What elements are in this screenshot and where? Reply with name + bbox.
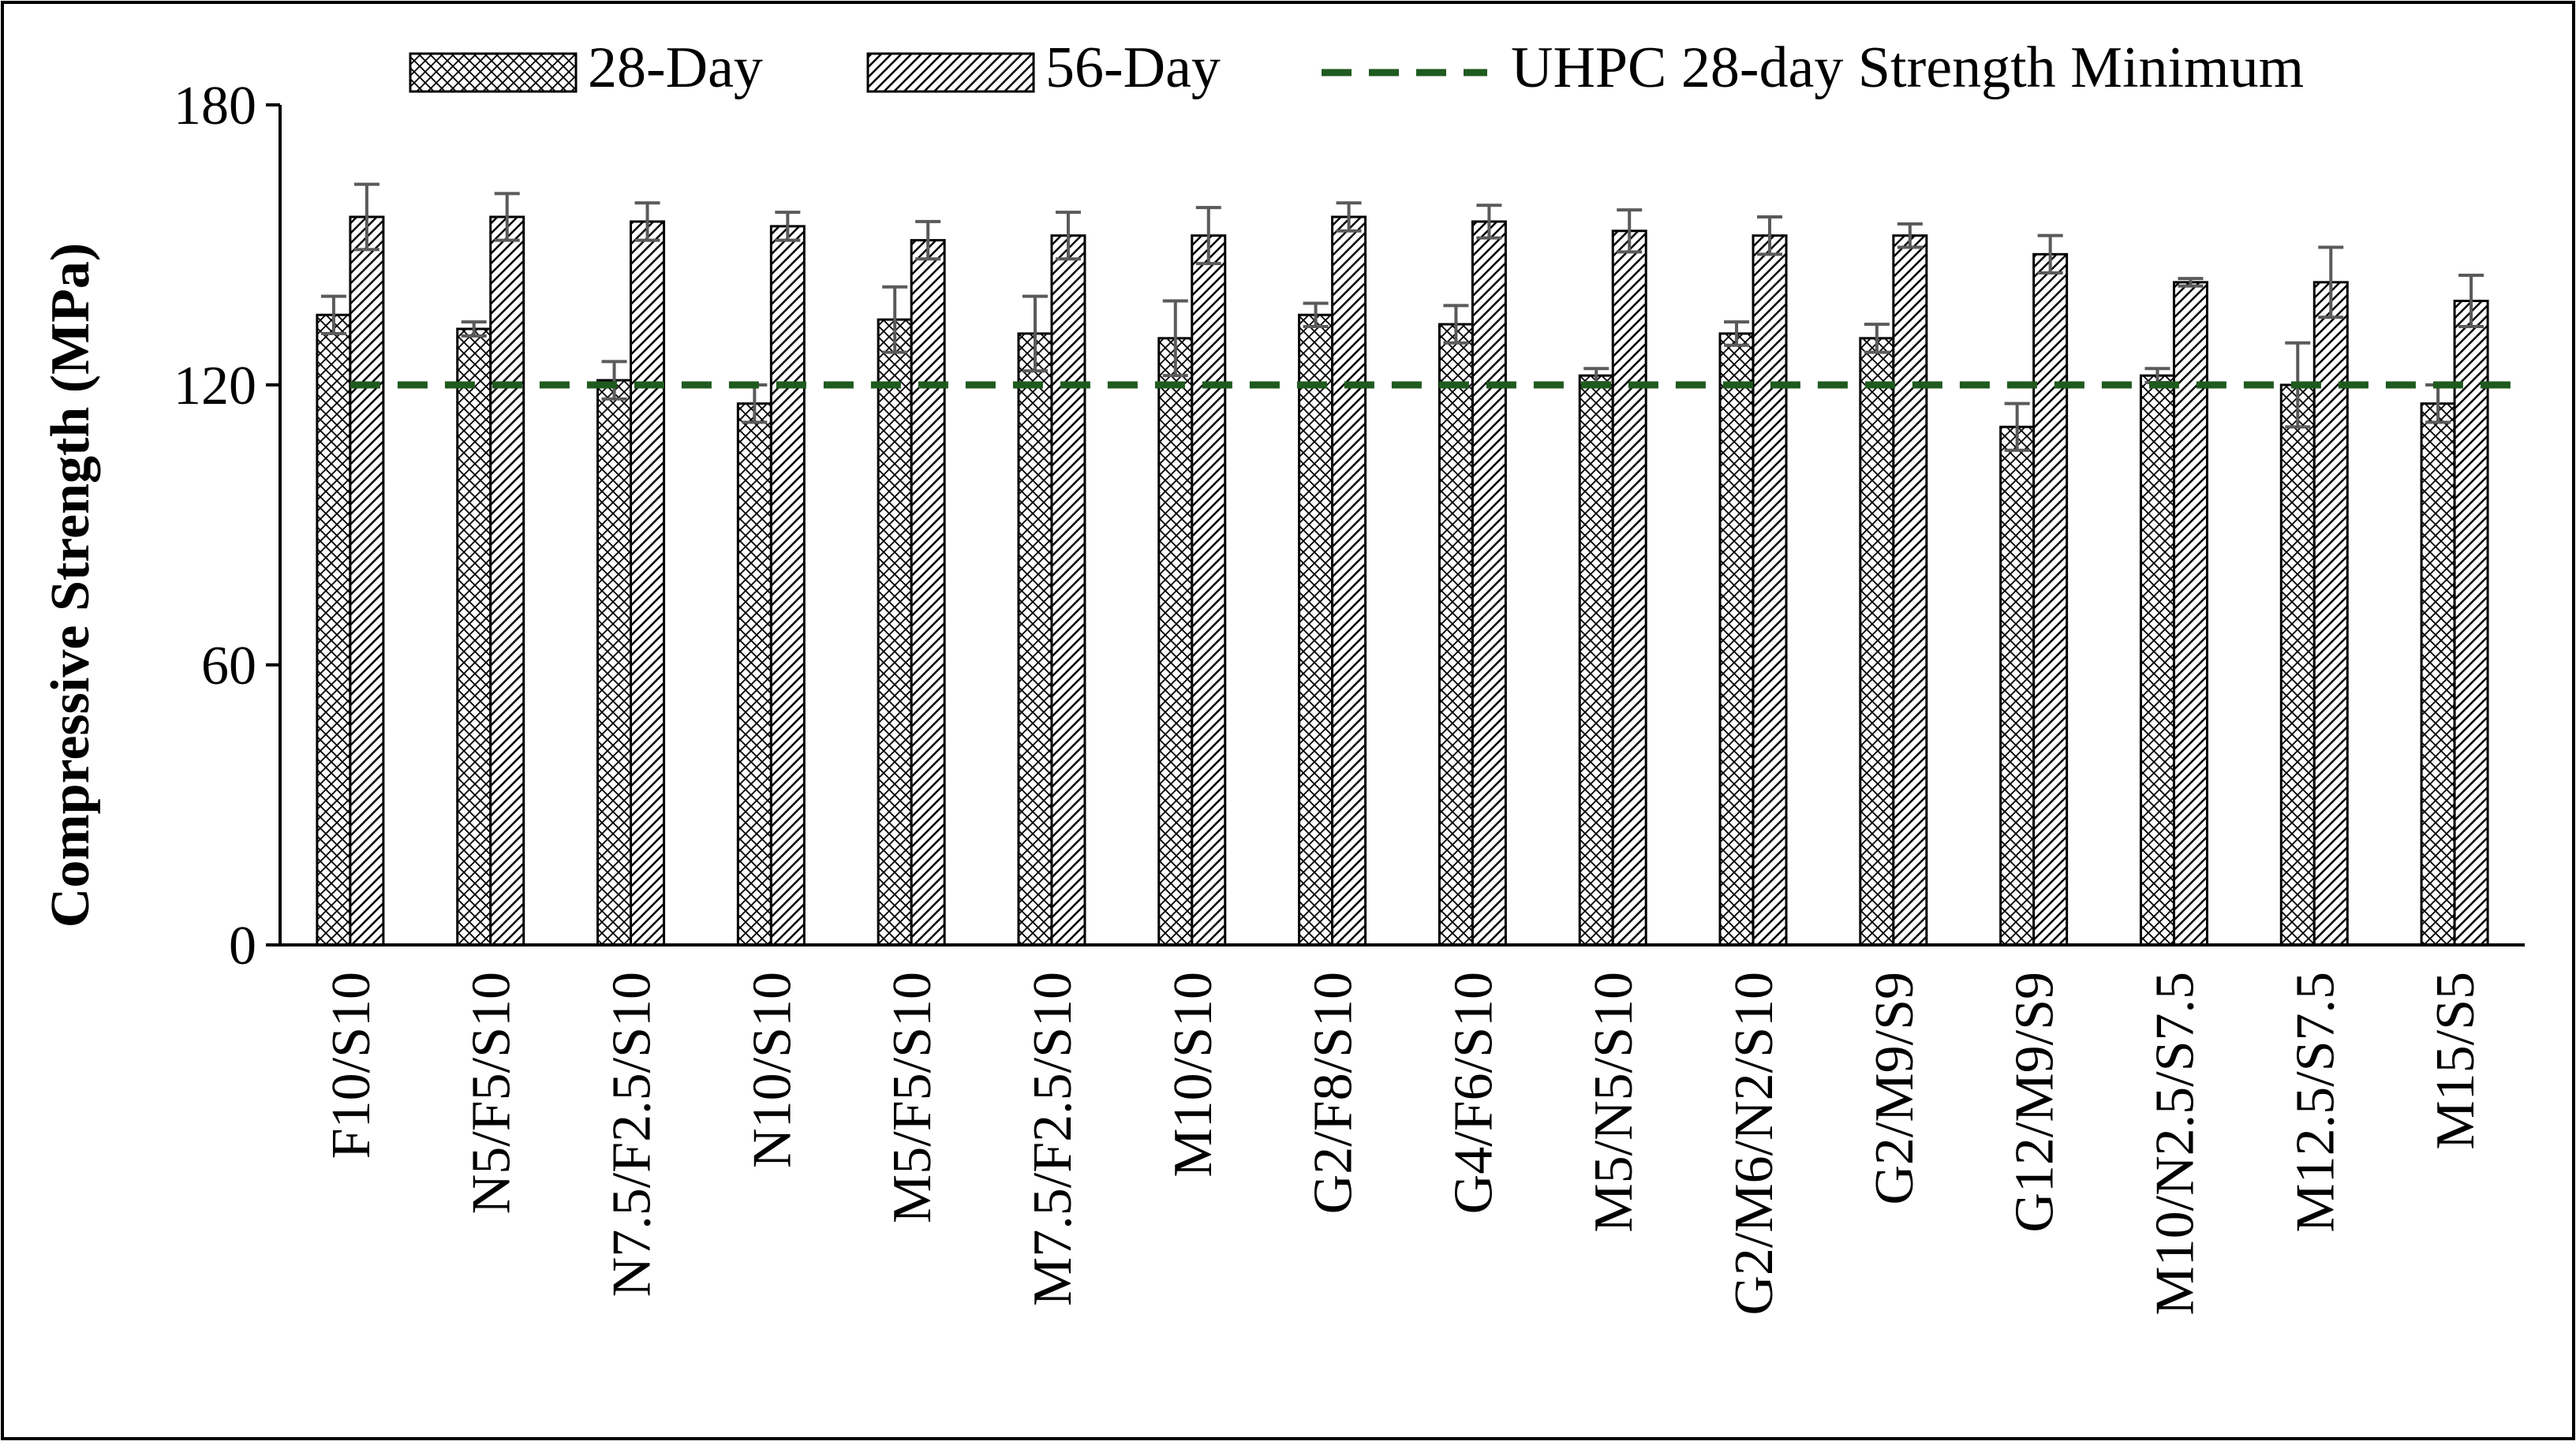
bar-28-day: [596, 379, 633, 947]
bar-56-day: [1752, 234, 1788, 947]
bar-56-day: [2312, 281, 2349, 947]
y-tick-label: 0: [229, 916, 256, 976]
bar-28-day: [2139, 374, 2175, 947]
x-tick-label: M15/S5: [2425, 972, 2486, 1150]
bar-56-day: [1471, 220, 1507, 947]
x-tick-label: M5/F5/S10: [882, 972, 943, 1223]
y-axis-title: Compressive Strength (MPa): [40, 243, 101, 928]
error-bar: [2004, 401, 2030, 452]
bar-56-day: [1191, 234, 1227, 947]
error-bar: [1336, 201, 1362, 233]
error-bar: [2318, 245, 2344, 319]
error-bar: [1724, 320, 1750, 347]
bar-56-day: [1050, 234, 1086, 947]
legend-label-reference-line: UHPC 28-day Strength Minimum: [1511, 35, 2304, 100]
bar-56-day: [1611, 230, 1647, 947]
x-tick-label: G2/M6/N2/S10: [1724, 972, 1785, 1316]
bar-28-day: [2420, 402, 2456, 947]
bar-56-day: [2172, 281, 2208, 947]
error-bar: [1476, 203, 1502, 240]
y-tick-label: 120: [174, 356, 256, 416]
bar-28-day: [456, 327, 492, 947]
x-tick-label: M10/N2.5/S7.5: [2144, 972, 2205, 1316]
x-tick-label: M12.5/S7.5: [2285, 972, 2346, 1233]
error-bar: [1757, 215, 1783, 256]
x-tick-label: N5/F5/S10: [462, 972, 522, 1214]
error-bar: [1864, 323, 1890, 354]
bar-56-day: [630, 220, 666, 947]
bar-28-day: [316, 313, 352, 947]
error-bar: [1443, 304, 1469, 345]
bar-56-day: [489, 215, 525, 947]
legend-label-56-day: 56-Day: [1045, 35, 1221, 100]
error-bar: [1617, 208, 1643, 254]
bar-56-day: [1892, 234, 1928, 947]
legend-swatch-56-day: [866, 52, 1035, 93]
error-bar: [915, 219, 941, 261]
x-tick-label: M5/N5/S10: [1583, 972, 1644, 1233]
error-bar: [601, 360, 627, 401]
bar-56-day: [769, 225, 806, 947]
error-bar: [775, 211, 801, 242]
bar-28-day: [736, 402, 772, 947]
y-tick-label: 60: [201, 636, 256, 696]
bar-28-day: [1578, 374, 1614, 947]
x-tick-label: M10/S10: [1163, 972, 1224, 1178]
x-tick-label: G2/F8/S10: [1303, 972, 1364, 1214]
error-bar: [320, 294, 346, 335]
bar-56-day: [349, 215, 385, 947]
error-bar: [2178, 277, 2204, 288]
error-bar: [1022, 294, 1048, 373]
bars: [316, 215, 2489, 947]
bar-56-day: [2032, 252, 2069, 947]
bar-28-day: [1438, 323, 1474, 947]
x-tick-label: M7.5/F2.5/S10: [1023, 972, 1083, 1306]
x-axis-tick-labels: F10/S10 N5/F5/S10 N7.5/F2.5/S10 N10/S10 M5/F…: [321, 972, 2486, 1316]
error-bars: [320, 182, 2484, 452]
bar-28-day: [1157, 337, 1194, 947]
bar-28-day: [1298, 313, 1334, 947]
legend-swatch-28-day: [409, 52, 578, 93]
error-bar: [2037, 233, 2063, 274]
legend-label-28-day: 28-Day: [588, 35, 763, 100]
bar-28-day: [1859, 337, 1895, 947]
error-bar: [494, 192, 520, 242]
x-tick-label: N10/S10: [742, 972, 802, 1168]
error-bar: [1055, 211, 1081, 261]
bar-28-day: [2279, 383, 2316, 947]
error-bar: [461, 320, 487, 338]
error-bar: [353, 182, 379, 252]
y-tick-label: 180: [174, 76, 256, 136]
bar-28-day: [1999, 425, 2036, 947]
error-bar: [1195, 206, 1221, 266]
x-tick-label: G2/M9/S9: [1864, 972, 1925, 1205]
x-tick-label: N7.5/F2.5/S10: [602, 972, 663, 1297]
bar-28-day: [1017, 332, 1053, 947]
y-axis-ticks: 0 60 120 180: [174, 76, 280, 976]
bar-56-day: [2453, 300, 2489, 947]
bar-28-day: [877, 318, 913, 947]
legend: 28-Day 56-Day UHPC 28-day Strength Minim…: [409, 35, 2304, 100]
x-tick-label: G4/F6/S10: [1443, 972, 1504, 1214]
error-bar: [1162, 299, 1188, 378]
x-tick-label: G12/M9/S9: [2005, 972, 2066, 1233]
error-bar: [882, 285, 908, 354]
error-bar: [1897, 222, 1923, 249]
x-tick-label: F10/S10: [321, 972, 382, 1159]
bar-56-day: [910, 239, 946, 947]
error-bar: [2458, 273, 2484, 329]
error-bar: [634, 201, 660, 242]
bar-56-day: [1331, 215, 1367, 947]
bar-28-day: [1718, 332, 1755, 947]
error-bar: [1303, 301, 1329, 329]
